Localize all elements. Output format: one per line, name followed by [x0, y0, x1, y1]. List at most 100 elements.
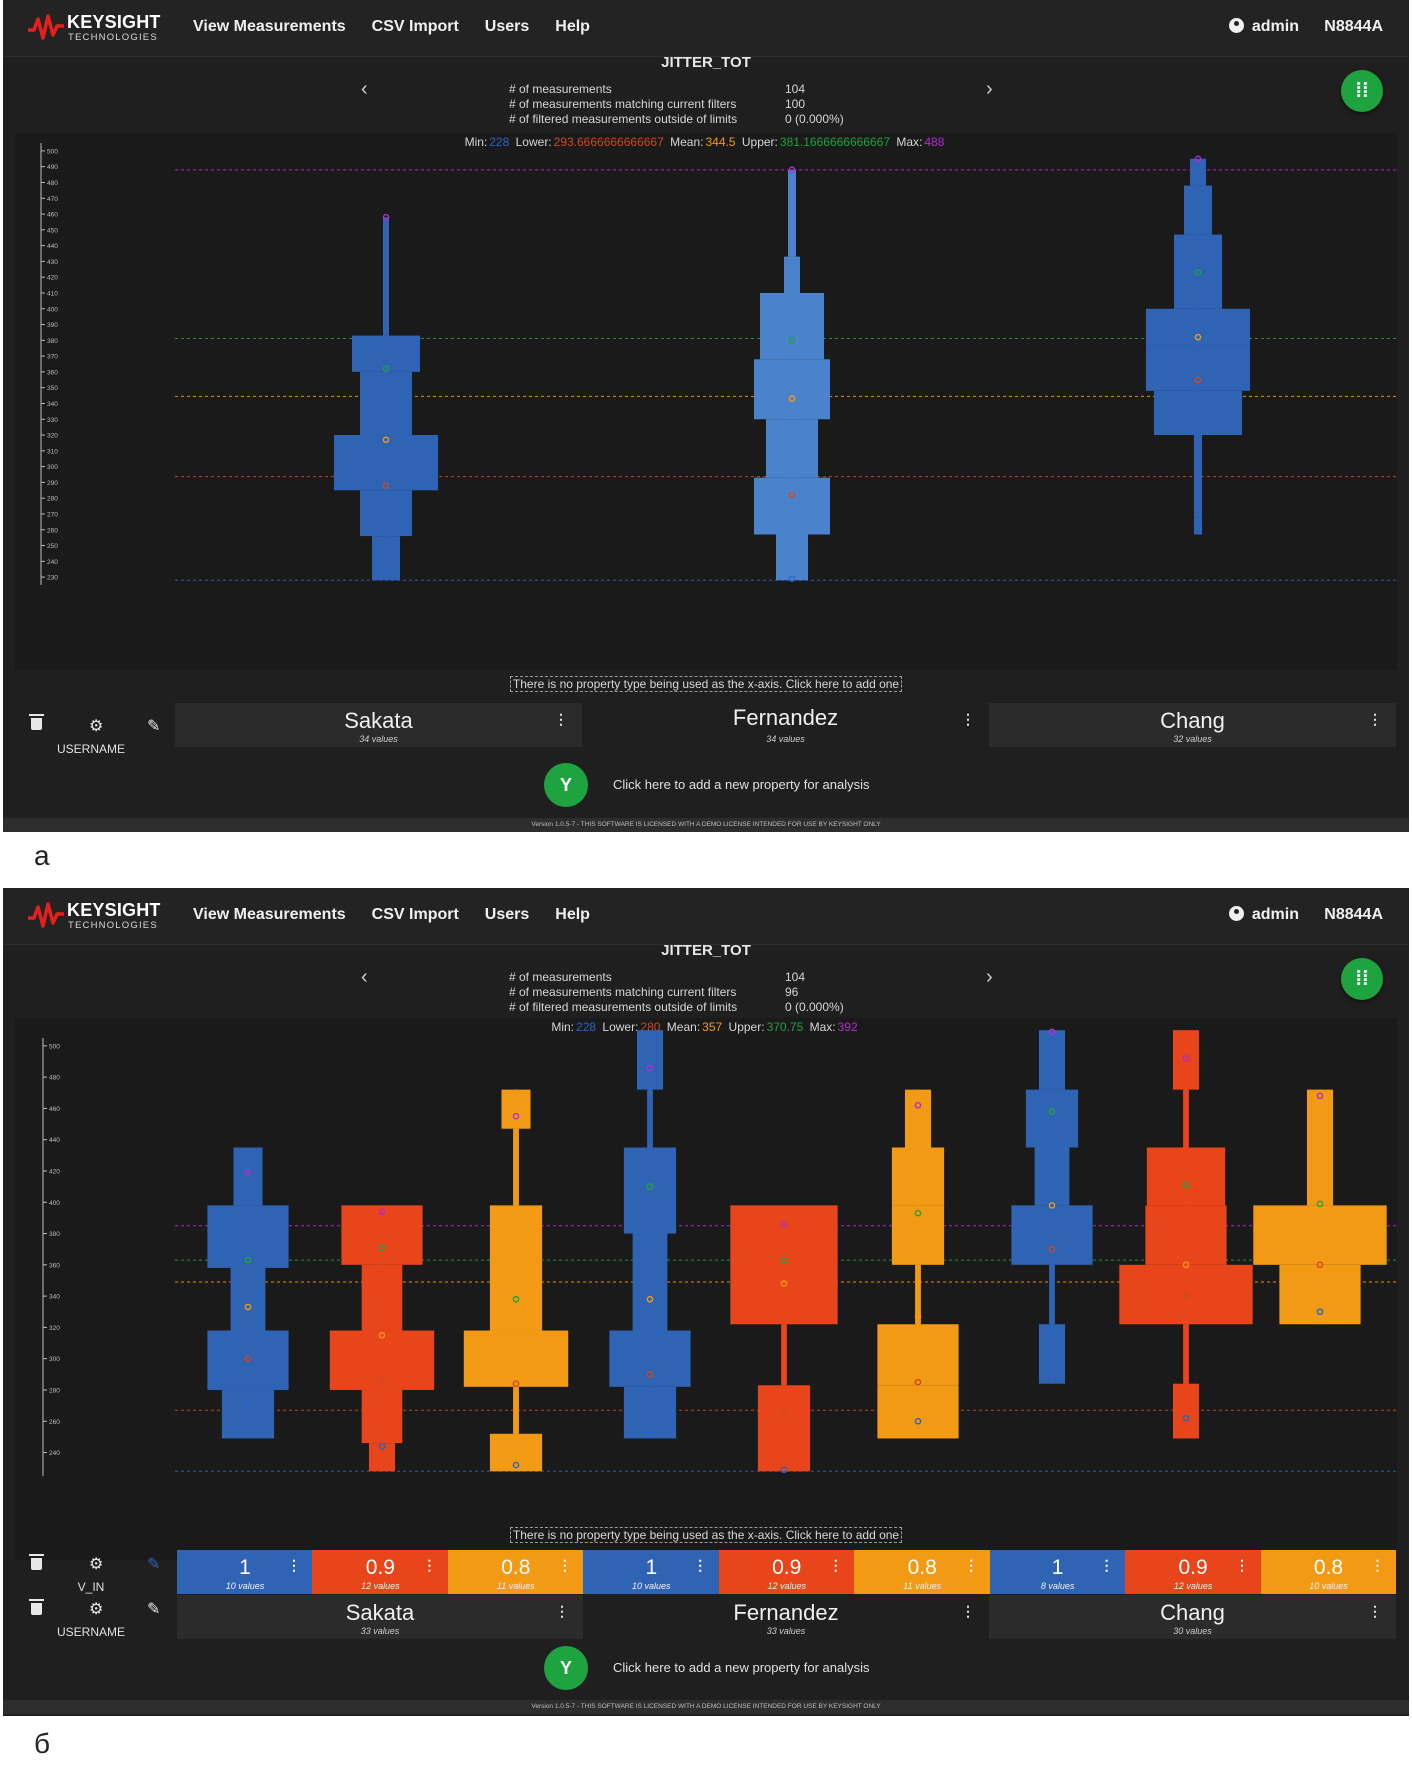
chevron-left-icon[interactable]: ‹	[361, 78, 368, 100]
user-menu[interactable]: admin	[1228, 18, 1299, 36]
group-cell-fernandez[interactable]: Fernandez 34 values ⋮	[582, 703, 989, 747]
nav-users[interactable]: Users	[484, 906, 530, 923]
min-marker	[378, 1442, 386, 1450]
nav-csv-import[interactable]: CSV Import	[371, 18, 459, 35]
keysight-logo[interactable]: KEYSIGHT TECHNOLOGIES	[27, 12, 177, 46]
min-marker	[1048, 1327, 1056, 1334]
pencil-icon[interactable]: ✎	[147, 1556, 161, 1573]
add-property-button[interactable]: Y	[544, 763, 588, 807]
lower-marker	[788, 491, 796, 499]
more-vertical-icon[interactable]: ⋮	[693, 1557, 708, 1573]
gear-icon[interactable]: ⚙	[89, 718, 104, 735]
upper-label: Upper:	[741, 135, 778, 149]
group-cell-chang[interactable]: Chang 32 values ⋮	[989, 703, 1396, 747]
vin-cell[interactable]: 0.8 10 values ⋮	[1260, 1550, 1397, 1594]
trash-icon[interactable]	[29, 714, 44, 730]
nav-csv-import[interactable]: CSV Import	[371, 906, 459, 923]
nav-help[interactable]: Help	[555, 18, 590, 35]
box-sakata-0-8	[463, 1089, 569, 1472]
analysis-fab-button[interactable]: ⁞⁞	[1341, 70, 1383, 112]
more-vertical-icon[interactable]: ⋮	[1235, 1557, 1250, 1573]
vin-cell[interactable]: 0.9 12 values ⋮	[718, 1550, 855, 1594]
vin-cell[interactable]: 0.8 11 values ⋮	[854, 1550, 991, 1594]
fork-icon: Y	[559, 775, 572, 795]
keysight-logo[interactable]: KEYSIGHT TECHNOLOGIES	[27, 900, 177, 934]
min-marker	[914, 1417, 922, 1425]
box-sakata-0-9	[329, 1205, 435, 1472]
more-vertical-icon[interactable]: ⋮	[1368, 711, 1382, 727]
more-vertical-icon[interactable]: ⋮	[555, 1603, 569, 1619]
box-segment	[623, 1147, 677, 1234]
pencil-icon[interactable]: ✎	[147, 1601, 161, 1618]
vin-count: 10 values	[632, 1581, 671, 1591]
chevron-right-icon[interactable]: ›	[986, 78, 993, 100]
more-vertical-icon[interactable]: ⋮	[1368, 1603, 1382, 1619]
instrument-model[interactable]: N8844A	[1324, 906, 1383, 923]
add-property-text[interactable]: Click here to add a new property for ana…	[613, 1660, 870, 1675]
more-vertical-icon[interactable]: ⋮	[964, 1557, 979, 1573]
y-tick-label: 400	[47, 306, 58, 313]
trash-icon[interactable]	[29, 1599, 44, 1615]
x-axis-message[interactable]: There is no property type being used as …	[15, 1527, 1397, 1543]
vin-cell[interactable]: 0.9 12 values ⋮	[312, 1550, 449, 1594]
more-vertical-icon[interactable]: ⋮	[422, 1557, 437, 1573]
more-vertical-icon[interactable]: ⋮	[828, 1557, 843, 1573]
user-menu[interactable]: admin	[1228, 906, 1299, 924]
box-segment	[760, 292, 824, 360]
vin-cell[interactable]: 0.8 11 values ⋮	[447, 1550, 584, 1594]
group-cell-sakata[interactable]: Sakata 34 values ⋮	[175, 703, 582, 747]
more-vertical-icon[interactable]: ⋮	[557, 1557, 572, 1573]
more-vertical-icon[interactable]: ⋮	[1370, 1557, 1385, 1573]
more-vertical-icon[interactable]: ⋮	[961, 711, 975, 727]
vin-cell[interactable]: 1 10 values ⋮	[583, 1550, 720, 1594]
trash-icon[interactable]	[29, 1554, 44, 1570]
box-segment	[1184, 185, 1212, 235]
figure-label-b: б	[34, 1728, 51, 1759]
box-segment	[1190, 158, 1206, 186]
property-title: JITTER_TOT	[661, 54, 751, 71]
vin-value: 0.8	[501, 1556, 531, 1579]
box-segment	[489, 1205, 543, 1331]
mean-marker	[382, 436, 390, 444]
chart-area: Min: 228 Lower: 293.6666666666667 Mean: 344…	[15, 133, 1397, 692]
group-label: USERNAME	[56, 742, 125, 756]
vin-cell[interactable]: 0.9 12 values ⋮	[1125, 1550, 1262, 1594]
x-axis-message-text[interactable]: There is no property type being used as …	[509, 676, 903, 692]
instrument-model[interactable]: N8844A	[1324, 18, 1383, 35]
more-vertical-icon[interactable]: ⋮	[1099, 1557, 1114, 1573]
waveform-icon: ⁞⁞	[1355, 968, 1369, 990]
analysis-fab-button[interactable]: ⁞⁞	[1341, 958, 1383, 1000]
nav-users[interactable]: Users	[484, 18, 530, 35]
gear-icon[interactable]: ⚙	[89, 1601, 104, 1618]
nav-help[interactable]: Help	[555, 906, 590, 923]
nav-view-measurements[interactable]: View Measurements	[193, 18, 346, 35]
group-cell-chang[interactable]: Chang 30 values ⋮	[989, 1595, 1396, 1639]
vin-value: 1	[1051, 1556, 1064, 1579]
x-axis-message[interactable]: There is no property type being used as …	[15, 676, 1397, 692]
vin-cell[interactable]: 1 8 values ⋮	[989, 1550, 1126, 1594]
group-cell-fernandez[interactable]: Fernandez 33 values ⋮	[583, 1595, 989, 1639]
more-vertical-icon[interactable]: ⋮	[554, 711, 568, 727]
chevron-right-icon[interactable]: ›	[986, 966, 993, 988]
vin-cell[interactable]: 1 10 values ⋮	[177, 1550, 313, 1594]
vin-count: 10 values	[1309, 1581, 1348, 1591]
more-vertical-icon[interactable]: ⋮	[961, 1603, 975, 1619]
min-marker	[512, 1461, 520, 1469]
box-segment	[915, 1264, 921, 1325]
chevron-left-icon[interactable]: ‹	[361, 966, 368, 988]
add-property-text[interactable]: Click here to add a new property for ana…	[613, 777, 870, 792]
gear-icon[interactable]: ⚙	[89, 1556, 104, 1573]
y-tick-label: 380	[49, 1231, 60, 1238]
pencil-icon[interactable]: ✎	[147, 718, 161, 735]
add-property-button[interactable]: Y	[544, 1646, 588, 1690]
mean-marker	[1194, 333, 1202, 341]
box-segment	[341, 1205, 423, 1265]
nav-view-measurements[interactable]: View Measurements	[193, 906, 346, 923]
more-vertical-icon[interactable]: ⋮	[286, 1557, 301, 1573]
x-axis-message-text[interactable]: There is no property type being used as …	[509, 1527, 903, 1543]
y-tick-label: 500	[49, 1043, 60, 1050]
group-cell-sakata[interactable]: Sakata 33 values ⋮	[177, 1595, 583, 1639]
waveform-icon: ⁞⁞	[1355, 80, 1369, 102]
box-segment	[766, 419, 818, 478]
group-count: 32 values	[1173, 734, 1212, 744]
